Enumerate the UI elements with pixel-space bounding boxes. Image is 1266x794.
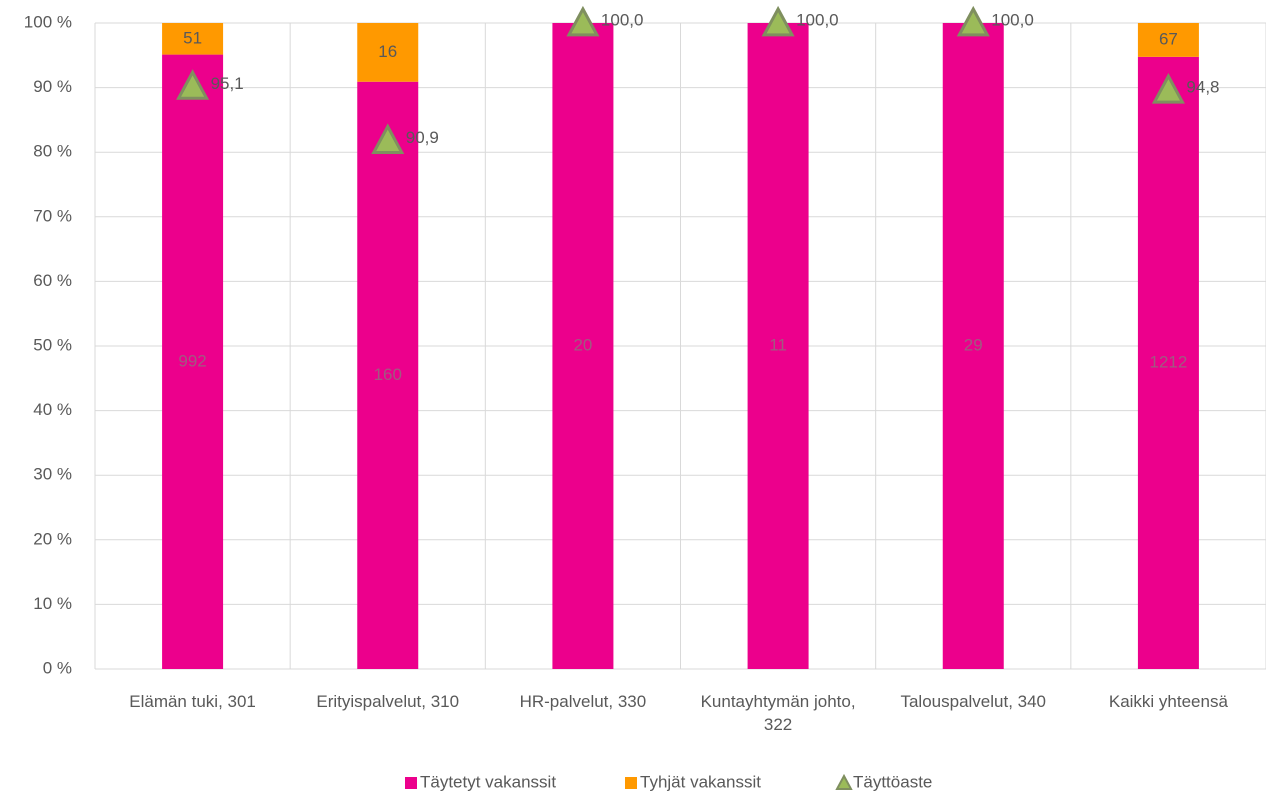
legend-marker (835, 773, 853, 790)
y-tick-label: 50 % (33, 335, 72, 354)
bar-value-label: 20 (573, 335, 592, 354)
rate-marker (956, 5, 990, 37)
rate-marker (176, 69, 210, 100)
y-tick-label: 60 % (33, 271, 72, 290)
rate-marker (1151, 73, 1185, 104)
rate-label: 94,8 (1186, 78, 1219, 97)
rate-marker (761, 5, 795, 37)
rate-label: 100,0 (796, 10, 839, 29)
bar-value-label: 51 (183, 28, 202, 47)
rate-label: 100,0 (601, 10, 644, 29)
y-tick-label: 40 % (33, 400, 72, 419)
bar-value-label: 160 (374, 365, 402, 384)
bar-segment (162, 23, 224, 55)
bar-value-label: 11 (769, 335, 787, 354)
x-tick-label: Elämän tuki, 301 (129, 692, 256, 711)
bar-segment (747, 23, 809, 669)
x-tick-label: Kuntayhtymän johto, 322 (700, 692, 856, 734)
rate-marker (566, 5, 600, 37)
y-tick-label: 70 % (33, 206, 72, 225)
y-tick-label: 80 % (33, 142, 72, 161)
bar-segment (942, 23, 1004, 669)
rate-label: 90,9 (406, 128, 439, 147)
rate-label: 100,0 (991, 10, 1034, 29)
legend-swatch (625, 777, 637, 789)
x-tick-label: HR-palvelut, 330 (519, 692, 647, 711)
bar-value-label: 67 (1159, 29, 1178, 48)
bar-value-label: 992 (178, 351, 206, 370)
bar-segment (552, 23, 614, 669)
bar-segment (357, 81, 419, 669)
bar-value-label: 1212 (1150, 352, 1188, 371)
y-tick-label: 0 % (43, 658, 72, 677)
x-tick-label: Erityispalvelut, 310 (316, 692, 460, 711)
y-tick-label: 90 % (33, 77, 72, 96)
x-tick-label: Talouspalvelut, 340 (900, 692, 1047, 711)
legend-label: Täytetyt vakanssit (420, 772, 556, 791)
bar-segment (357, 23, 419, 82)
legend-label: Tyhjät vakanssit (640, 772, 761, 791)
bar-value-label: 29 (964, 335, 983, 354)
rate-marker (371, 123, 405, 154)
x-tick-label: Kaikki yhteensä (1108, 692, 1228, 711)
y-tick-label: 20 % (33, 529, 72, 548)
rate-label: 95,1 (211, 74, 244, 93)
legend-label: Täyttöaste (853, 772, 932, 791)
y-tick-label: 100 % (24, 12, 72, 31)
bar-segment (1137, 23, 1199, 57)
bar-value-label: 16 (378, 42, 397, 61)
y-tick-label: 30 % (33, 465, 72, 484)
legend-swatch (405, 777, 417, 789)
y-tick-label: 10 % (33, 594, 72, 613)
bar-segment (162, 54, 224, 670)
bar-segment (1137, 56, 1199, 669)
